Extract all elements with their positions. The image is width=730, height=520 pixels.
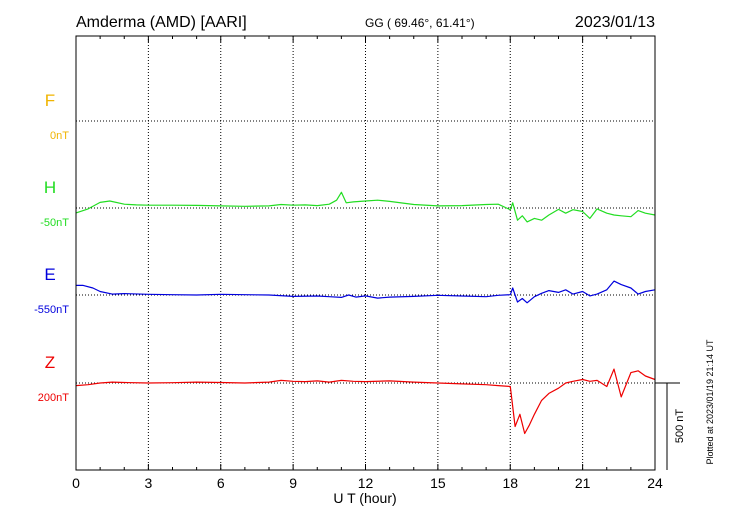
- x-tick-label: 9: [289, 475, 297, 491]
- series-line-H: [75, 191, 656, 223]
- grid: [76, 36, 655, 470]
- series-line-Z: [75, 368, 656, 435]
- component-baseline-Z: 200nT: [38, 392, 69, 404]
- scale-bar: 500 nT: [655, 382, 686, 470]
- x-tick-label: 18: [502, 475, 518, 491]
- component-baseline-E: -550nT: [34, 304, 69, 316]
- x-tick-label: 12: [358, 475, 374, 491]
- x-tick-label: 6: [217, 475, 225, 491]
- component-baseline-F: 0nT: [50, 130, 69, 142]
- component-baseline-H: -50nT: [40, 217, 69, 229]
- x-tick-label: 21: [575, 475, 591, 491]
- station-title: Amderma (AMD) [AARI]: [76, 14, 247, 31]
- plot-timestamp: Plotted at 2023/01/19 21:14 UT: [705, 339, 715, 465]
- x-tick-label: 0: [72, 475, 80, 491]
- x-tick-label: 3: [144, 475, 152, 491]
- component-label-H: H: [44, 178, 56, 197]
- date-label: 2023/01/13: [575, 14, 655, 31]
- x-tick-label: 15: [430, 475, 446, 491]
- coordinates-label: GG ( 69.46°, 61.41°): [365, 16, 475, 30]
- component-label-E: E: [44, 265, 55, 284]
- series-group: [75, 191, 656, 435]
- scale-bar-label: 500 nT: [674, 409, 686, 444]
- plot-frame: [75, 35, 656, 471]
- series-line-E: [76, 280, 656, 304]
- x-tick-label: 24: [647, 475, 663, 491]
- x-axis-label: U T (hour): [333, 490, 396, 506]
- component-labels: F 0nT H -50nT E -550nT Z 200nT: [34, 91, 69, 404]
- x-tick-labels: 0 3 6 9 12 15 18 21 24: [72, 475, 663, 491]
- component-label-F: F: [45, 91, 55, 110]
- component-label-Z: Z: [45, 353, 55, 372]
